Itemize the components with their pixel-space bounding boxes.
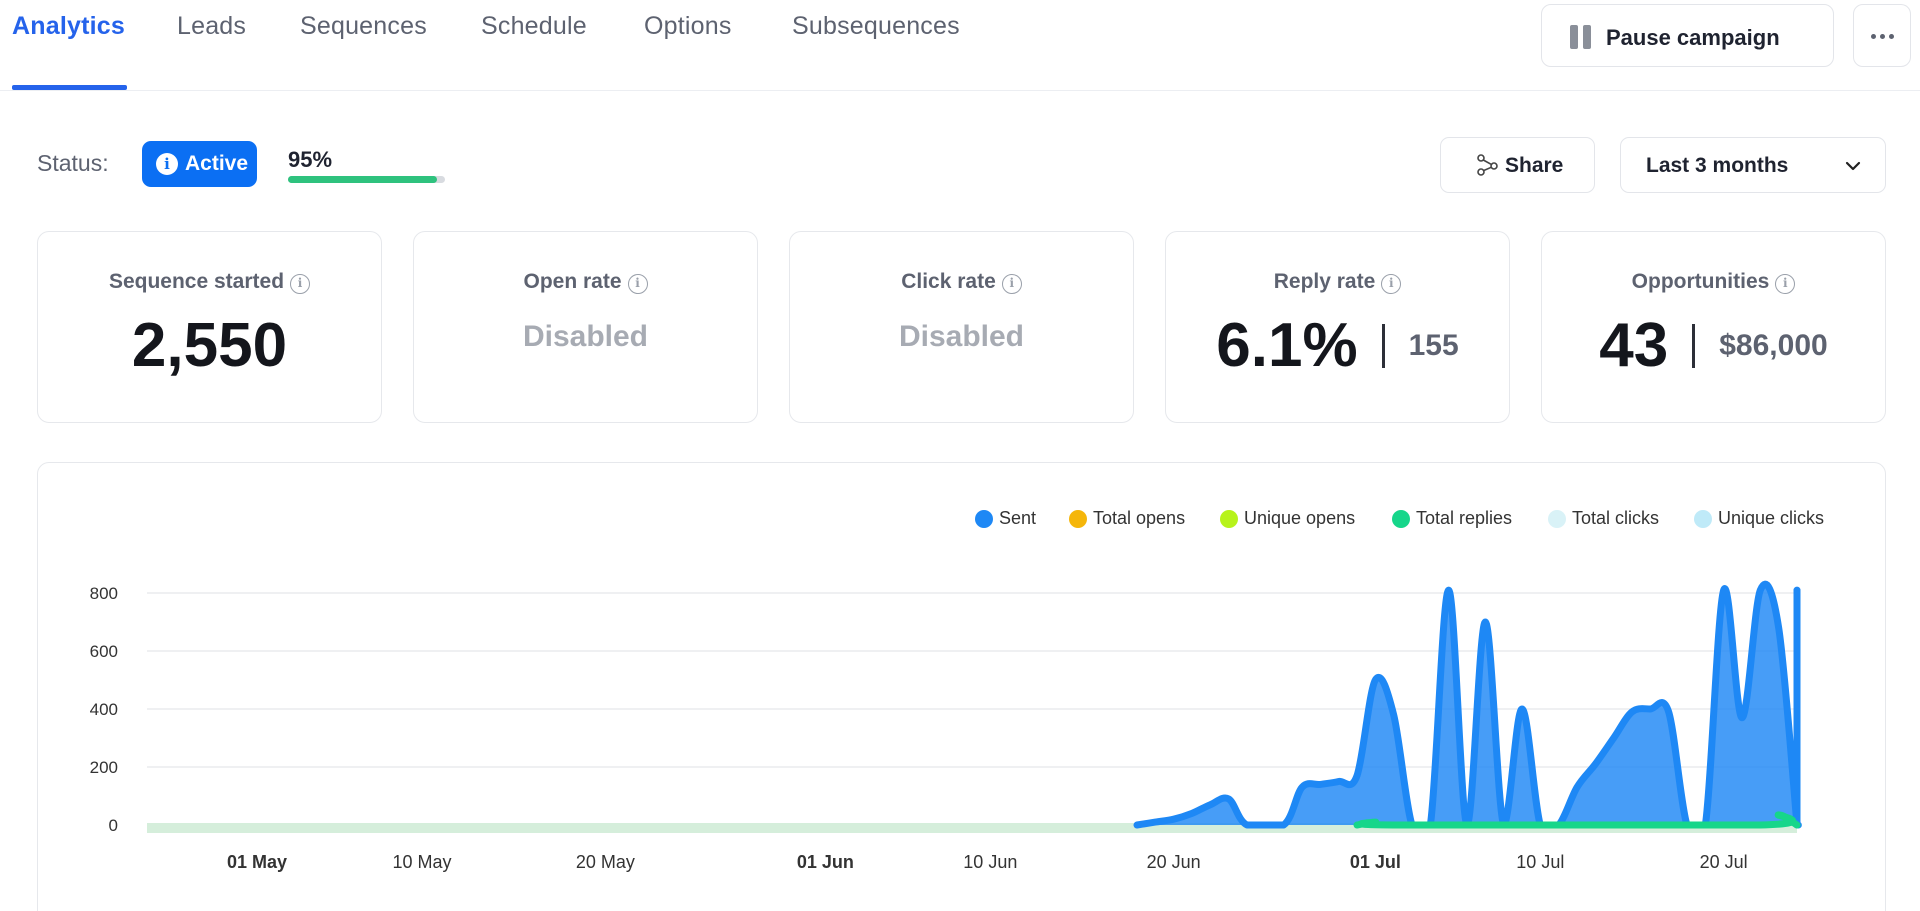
info-icon[interactable]: i <box>1001 274 1022 294</box>
series-line-total-replies <box>1353 811 1801 829</box>
y-tick-label: 800 <box>90 584 118 603</box>
card-title: Opportunities i <box>1542 270 1885 294</box>
x-tick-label: 01 Jul <box>1350 852 1401 872</box>
legend-item-total-clicks[interactable]: Total clicks <box>1548 508 1659 529</box>
tab-subsequences[interactable]: Subsequences <box>792 12 960 40</box>
date-range-select[interactable]: Last 3 months <box>1620 137 1886 193</box>
x-tick-label: 20 May <box>576 852 635 872</box>
card-title-text: Open rate <box>523 270 622 293</box>
legend-item-total-replies[interactable]: Total replies <box>1392 508 1512 529</box>
card-secondary-value: $86,000 <box>1719 328 1828 362</box>
legend-dot <box>1694 509 1712 528</box>
more-icon-dot <box>1880 34 1885 39</box>
info-icon[interactable]: i <box>290 274 311 294</box>
x-tick-label: 01 May <box>227 852 287 872</box>
y-tick-label: 400 <box>90 700 118 719</box>
legend-label: Total replies <box>1416 508 1513 528</box>
share-icon <box>1477 154 1498 176</box>
info-icon[interactable]: i <box>1775 274 1796 294</box>
info-icon[interactable]: i <box>627 274 648 294</box>
divider <box>1381 323 1385 368</box>
more-icon-dot <box>1889 34 1894 39</box>
x-tick-label: 10 Jul <box>1516 852 1564 872</box>
legend-label: Total clicks <box>1572 508 1660 528</box>
share-button[interactable]: Share <box>1440 137 1595 193</box>
x-tick-label: 10 Jun <box>963 852 1017 872</box>
divider <box>1692 323 1696 368</box>
legend-dot <box>1548 509 1566 528</box>
status-badge-label: Active <box>185 152 249 175</box>
tab-leads[interactable]: Leads <box>177 12 247 40</box>
legend-item-unique-opens[interactable]: Unique opens <box>1220 508 1355 529</box>
pause-campaign-button[interactable]: Pause campaign <box>1541 4 1834 67</box>
card-title: Click rate i <box>790 270 1133 294</box>
status-badge[interactable]: i Active <box>142 141 257 187</box>
card-title: Reply rate i <box>1166 270 1509 294</box>
info-icon[interactable]: i <box>1381 274 1402 294</box>
chevron-down-icon <box>1845 161 1861 171</box>
progress-bar <box>288 176 445 183</box>
x-tick-label: 20 Jul <box>1700 852 1748 872</box>
status-label: Status: <box>37 150 109 176</box>
legend-item-sent[interactable]: Sent <box>975 508 1036 529</box>
tab-options[interactable]: Options <box>644 12 732 40</box>
card-value-group: 6.1% 155 <box>1166 310 1509 381</box>
card-value: Disabled <box>522 320 649 353</box>
info-icon: i <box>156 153 178 175</box>
share-label: Share <box>1505 154 1564 177</box>
stat-card-click-rate: Click rate i Disabled <box>789 231 1134 423</box>
tab-analytics[interactable]: Analytics <box>12 12 125 40</box>
legend-item-unique-clicks[interactable]: Unique clicks <box>1694 508 1824 529</box>
stat-card-opportunities: Opportunities i 43 $86,000 <box>1541 231 1886 423</box>
stat-card-sequence-started: Sequence started i 2,550 <box>37 231 382 423</box>
y-tick-label: 200 <box>90 758 118 777</box>
legend-label: Unique opens <box>1244 508 1356 528</box>
legend-dot <box>1220 509 1238 528</box>
x-tick-label: 10 May <box>392 852 451 872</box>
progress-percentage: 95% <box>288 147 333 172</box>
card-value: 43 <box>1599 311 1669 380</box>
stat-card-open-rate: Open rate i Disabled <box>413 231 758 423</box>
card-title-text: Opportunities <box>1631 270 1770 293</box>
tab-sequences[interactable]: Sequences <box>300 12 427 40</box>
legend-dot <box>1392 509 1410 528</box>
y-tick-label: 0 <box>109 816 118 835</box>
more-icon <box>1871 34 1876 39</box>
pause-icon <box>1570 25 1592 49</box>
pause-campaign-label: Pause campaign <box>1606 25 1780 50</box>
x-tick-label: 20 Jun <box>1147 852 1201 872</box>
analytics-chart-card <box>37 462 1886 911</box>
card-value: 2,550 <box>131 311 288 380</box>
tab-schedule[interactable]: Schedule <box>481 12 587 40</box>
progress-bar-fill <box>288 176 438 183</box>
card-value-group: 43 $86,000 <box>1542 310 1885 381</box>
series-line-sent <box>1133 580 1802 829</box>
card-title: Sequence started i <box>38 270 381 294</box>
series-area-sent <box>1137 584 1799 825</box>
baseline-band <box>147 823 1797 833</box>
legend-label: Sent <box>999 508 1037 528</box>
card-title-text: Reply rate <box>1273 270 1376 293</box>
legend-dot <box>975 509 993 528</box>
card-value: 6.1% <box>1216 311 1358 380</box>
x-tick-label: 01 Jun <box>797 852 854 872</box>
date-range-value: Last 3 months <box>1646 154 1789 177</box>
y-tick-label: 600 <box>90 642 118 661</box>
chart-legend: Sent Total opens Unique opens Total repl… <box>0 508 1920 540</box>
card-title-text: Sequence started <box>108 270 285 293</box>
stat-card-reply-rate: Reply rate i 6.1% 155 <box>1165 231 1510 423</box>
legend-dot <box>1069 509 1087 528</box>
card-value: Disabled <box>898 320 1025 353</box>
card-title-text: Click rate <box>901 270 996 293</box>
legend-label: Total opens <box>1093 508 1186 528</box>
legend-item-total-opens[interactable]: Total opens <box>1069 508 1185 529</box>
legend-label: Unique clicks <box>1718 508 1825 528</box>
active-tab-indicator <box>12 85 127 90</box>
analytics-area-chart: 0 200 400 600 800 01 May 10 May 20 May 01 Jun 10 … <box>90 580 1802 872</box>
card-secondary-value: 155 <box>1408 328 1459 362</box>
more-options-button[interactable] <box>1853 4 1911 67</box>
campaign-tabs: Analytics Leads Sequences Schedule Optio… <box>0 0 1920 91</box>
card-title: Open rate i <box>414 270 757 294</box>
